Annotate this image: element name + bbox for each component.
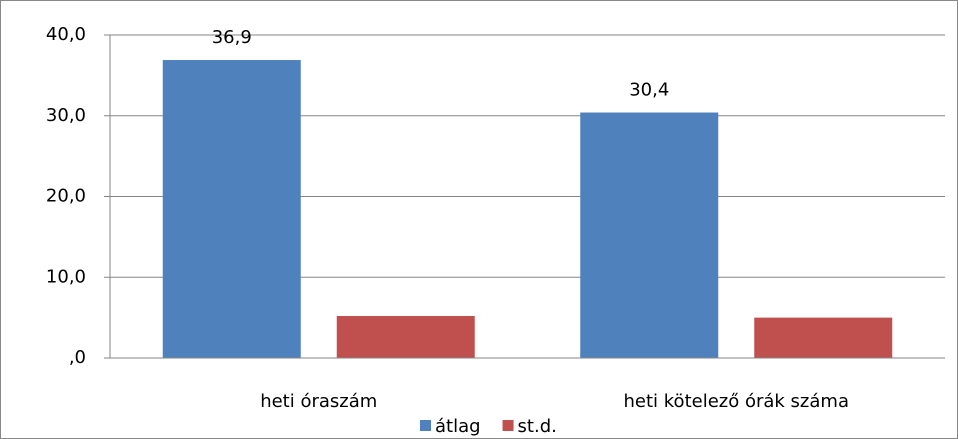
bar bbox=[754, 317, 893, 358]
data-label: 30,4 bbox=[629, 80, 669, 101]
legend-label: st.d. bbox=[518, 416, 557, 437]
bar bbox=[162, 60, 301, 358]
y-tick-label: ,0 bbox=[69, 347, 86, 368]
y-tick-label: 10,0 bbox=[46, 266, 86, 287]
legend-label: átlag bbox=[435, 416, 481, 437]
legend-swatch bbox=[420, 420, 431, 431]
y-tick-label: 40,0 bbox=[46, 24, 86, 45]
data-label: 36,9 bbox=[212, 27, 252, 48]
y-tick-label: 30,0 bbox=[46, 105, 86, 126]
bar bbox=[336, 316, 475, 358]
x-tick-label: heti kötelező órák száma bbox=[624, 391, 849, 412]
y-tick-label: 20,0 bbox=[46, 186, 86, 207]
x-tick-label: heti óraszám bbox=[260, 391, 377, 412]
legend-swatch bbox=[502, 420, 514, 431]
bar bbox=[580, 112, 719, 359]
